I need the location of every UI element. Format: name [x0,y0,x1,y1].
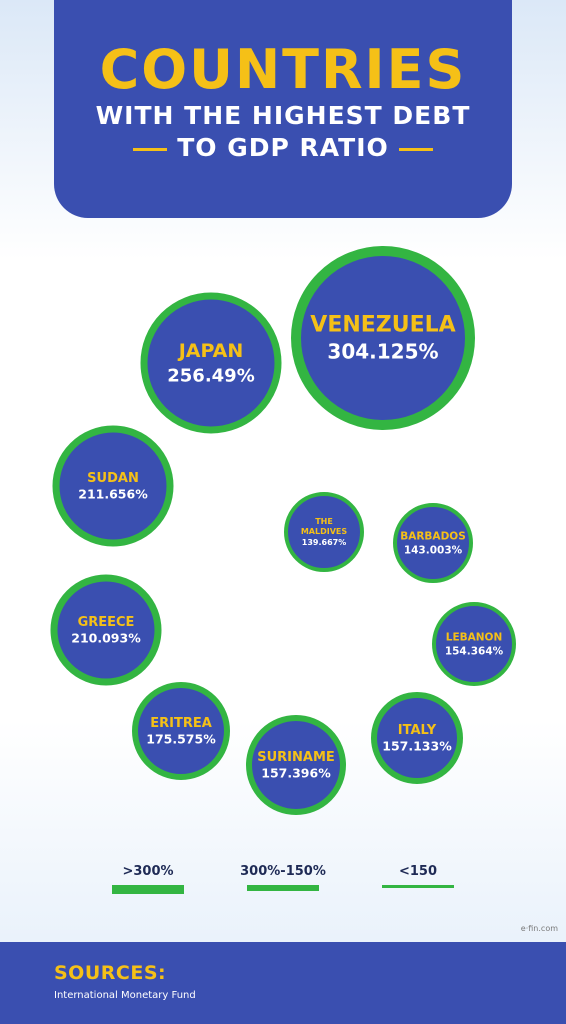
sources-title: SOURCES: [54,962,167,984]
left-dash [133,147,168,151]
bubble-value-lebanon: 154.364% [445,646,504,658]
sources-footer: SOURCES: International Monetary Fund [0,942,566,1024]
legend-swatch-thin [382,885,454,888]
bubble-barbados: BARBADOS 143.003% [393,503,473,583]
bubble-value-greece: 210.093% [71,631,141,646]
bubble-name-greece: GREECE [78,615,135,630]
page-subtitle-line2: TO GDP RATIO [54,132,512,164]
bubble-value-the-maldives: 139.667% [302,538,346,547]
right-dash [398,147,433,151]
bubble-name-the-maldives: THE MALDIVES [301,517,348,536]
page-title: COUNTRIES [99,38,467,101]
legend-label-thin: <150 [398,864,438,879]
page-subtitle-line1: WITH THE HIGHEST DEBT [95,101,471,130]
legend-label-thick: >300% [122,864,174,879]
bubble-circle-suriname [246,715,346,815]
bubble-name-barbados: BARBADOS [400,530,466,542]
legend-label-medium: 300%-150% [240,864,326,879]
legend-item-thick: >300% [98,864,198,894]
bubble-name-italy: ITALY [398,723,437,738]
bubble-name-japan: JAPAN [177,340,244,362]
bubble-name-sudan: SUDAN [87,471,139,486]
bubble-circle-greece [50,574,162,686]
bubble-value-venezuela: 304.125% [327,340,438,364]
bubble-circle-japan [140,292,282,434]
bubble-circle-italy [371,692,463,784]
page-subtitle-line2-text: TO GDP RATIO [177,133,389,162]
bubble-name-suriname: SURINAME [257,750,335,765]
legend-swatch-thick [112,885,184,894]
bubble-value-italy: 157.133% [382,739,452,754]
bubble-circle-barbados [393,503,473,583]
bubble-circle-venezuela [291,246,475,430]
bubble-name-venezuela: VENEZUELA [310,313,455,338]
bubble-circle-sudan [52,425,174,547]
bubble-the-maldives: THE MALDIVES 139.667% [284,492,364,572]
bubble-circle-eritrea [132,682,230,780]
legend-item-medium: 300%-150% [233,864,333,891]
bubble-circle-the-maldives [284,492,364,572]
bubble-lebanon: LEBANON 154.364% [432,602,516,686]
bubble-circle-lebanon [432,602,516,686]
bubble-name-lebanon: LEBANON [446,631,503,643]
sources-text: International Monetary Fund [54,990,196,1001]
bubble-value-eritrea: 175.575% [146,732,216,747]
header-banner: COUNTRIES WITH THE HIGHEST DEBT TO GDP R… [54,0,512,218]
legend-item-thin: <150 [368,864,468,888]
bubble-value-barbados: 143.003% [404,545,463,557]
bubble-japan: JAPAN 256.49% [140,292,282,434]
bubble-name-eritrea: ERITREA [150,716,212,731]
bubble-value-suriname: 157.396% [261,766,331,781]
watermark: e·fin.com [520,924,558,933]
legend-swatch-medium [247,885,319,891]
bubble-value-japan: 256.49% [167,365,255,386]
bubble-value-sudan: 211.656% [78,487,148,502]
